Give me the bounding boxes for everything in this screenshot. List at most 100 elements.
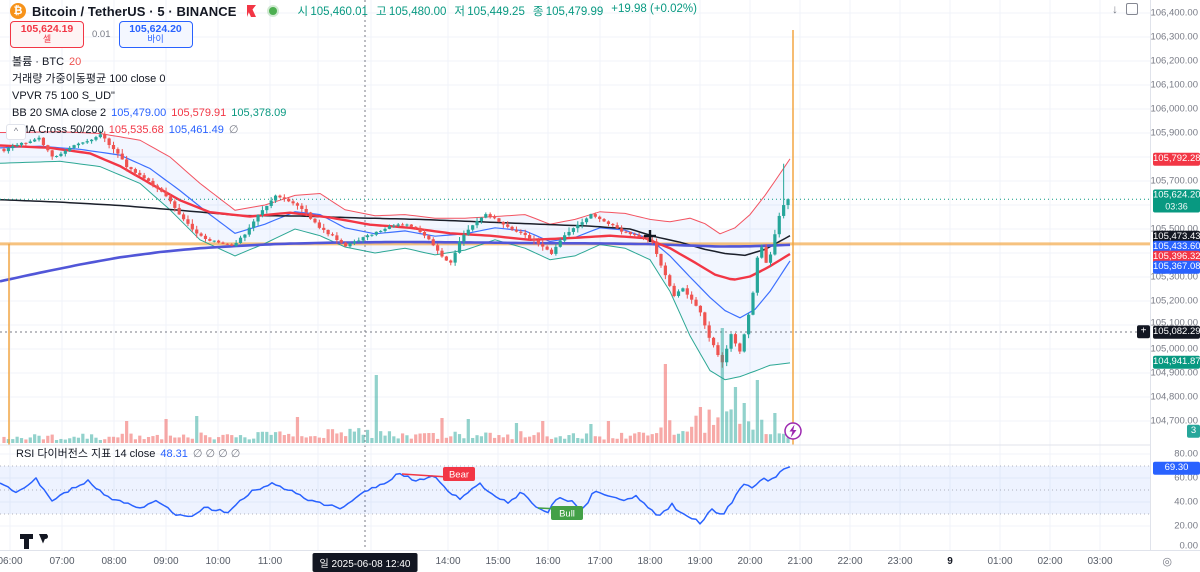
- ohlc-item: 종 105,479.99: [532, 6, 604, 18]
- legend-value: 거래량 가중이동평균 100 close 0: [12, 73, 166, 85]
- price-badge: 105,792.28: [1153, 152, 1200, 166]
- legend-value: 105,579.91: [171, 107, 227, 119]
- price-axis-tick: 105,300.00: [1150, 271, 1198, 283]
- price-badge: 105,396.32: [1153, 250, 1200, 264]
- countdown-timer: 03:36: [1165, 201, 1188, 211]
- price-axis-tick: 105,000.00: [1150, 343, 1198, 355]
- svg-text:Bull: Bull: [559, 509, 575, 520]
- buy-label: 바이: [147, 34, 164, 45]
- legend-row[interactable]: BB 20 SMA close 2 105,479.00 105,579.91 105…: [12, 105, 291, 122]
- price-chart-canvas[interactable]: Bear Bull: [0, 0, 1150, 550]
- spread-value: 0.01: [92, 29, 111, 40]
- flag-icon[interactable]: [246, 5, 257, 17]
- price-badge: 105,082.29 +: [1137, 325, 1200, 339]
- svg-text:Bear: Bear: [449, 470, 469, 481]
- legend-value: 105,479.00: [111, 107, 167, 119]
- chart-header: ₿ Bitcoin / TetherUS · 5 · BINANCE 시 105…: [10, 3, 697, 19]
- price-badge: 105,624.20 03:36: [1153, 189, 1200, 213]
- sell-button[interactable]: 105,624.19 셀: [10, 21, 84, 48]
- axis-settings-icon[interactable]: ◎: [1162, 556, 1172, 568]
- price-axis-tick: 106,400.00: [1150, 7, 1198, 19]
- price-badge: 105,433.60: [1153, 240, 1200, 254]
- ohlc-item: 시 105,460.01: [297, 6, 368, 18]
- price-axis-tick: 105,500.00: [1150, 223, 1198, 235]
- scroll-down-icon[interactable]: ↓: [1112, 2, 1118, 16]
- price-badge: 3: [1187, 424, 1200, 438]
- legend-collapse-caret[interactable]: ^: [6, 124, 26, 140]
- time-axis-tick: 16:00: [535, 556, 561, 567]
- time-axis-tick: 03:00: [1087, 556, 1113, 567]
- legend-value: VPVR 75 100 S_UD": [12, 90, 115, 102]
- price-axis[interactable]: 106,400.00 106,300.00 106,200.00 106,100.00…: [1137, 0, 1200, 552]
- lightning-icon[interactable]: [784, 422, 802, 440]
- price-axis-tick: 105,100.00: [1150, 317, 1198, 329]
- price-axis-tick: 0.00: [1179, 540, 1199, 552]
- time-axis[interactable]: ◎ 06:00 07:00 08:00 09:00 10:00 11:00 14:00 15:…: [0, 550, 1200, 572]
- legend-value: 105,461.49: [168, 124, 224, 136]
- crosshair-time-badge: 일 2025-06-08 12:40: [312, 553, 418, 572]
- price-badge: 105,367.08: [1153, 260, 1200, 274]
- legend-value: RSI 다이버전스 지표 14 close: [16, 448, 156, 460]
- time-axis-tick: 06:00: [0, 556, 23, 567]
- price-axis-tick: 105,700.00: [1150, 175, 1198, 187]
- time-axis-tick: 07:00: [49, 556, 75, 567]
- time-axis-tick: 02:00: [1037, 556, 1063, 567]
- price-axis-tick: 106,300.00: [1150, 31, 1198, 43]
- legend-row[interactable]: RSI 다이버전스 지표 14 close 48.31 ∅ ∅ ∅ ∅: [16, 446, 245, 463]
- legend-value: 48.31: [160, 448, 188, 460]
- grid-lines: [0, 0, 1150, 550]
- buy-price: 105,624.20: [129, 23, 182, 36]
- time-axis-tick: 17:00: [587, 556, 613, 567]
- time-axis-tick: 09:00: [153, 556, 179, 567]
- time-axis-tick: 19:00: [687, 556, 713, 567]
- legend-row[interactable]: EMA Cross 50/200 105,535.68 105,461.49 ∅: [12, 122, 291, 139]
- volume-bars: [2, 328, 790, 443]
- order-buttons: 105,624.19 셀 0.01 105,624.20 바이: [10, 21, 193, 48]
- bb-fill: [0, 131, 790, 380]
- maximize-pane-icon[interactable]: [1126, 3, 1138, 15]
- market-status-dot: [269, 7, 278, 15]
- price-badge: 69.30: [1153, 461, 1200, 475]
- price-axis-tick: 104,900.00: [1150, 367, 1198, 379]
- legend-value: EMA Cross 50/200: [12, 124, 104, 136]
- price-axis-tick: 60.00: [1174, 472, 1198, 484]
- drawing-anchor-cross[interactable]: [644, 230, 656, 242]
- price-axis-tick: 106,100.00: [1150, 79, 1198, 91]
- ohlc-item: 고 105,480.00: [375, 6, 447, 18]
- time-axis-tick: 11:00: [257, 556, 283, 567]
- indicator-legend: 볼륨 · BTC 20 거래량 가중이동평균 100 close 0 VPVR 75 …: [12, 54, 291, 139]
- legend-value: 20: [69, 56, 82, 68]
- price-axis-tick: 20.00: [1174, 520, 1198, 532]
- time-axis-tick: 10:00: [205, 556, 231, 567]
- bull-divergence-marker[interactable]: Bull: [537, 506, 583, 520]
- buy-button[interactable]: 105,624.20 바이: [118, 21, 193, 48]
- legend-row[interactable]: VPVR 75 100 S_UD": [12, 88, 291, 105]
- time-axis-tick: 15:00: [485, 556, 511, 567]
- legend-value: 볼륨 · BTC: [12, 56, 65, 68]
- add-alert-icon[interactable]: +: [1137, 325, 1150, 339]
- sell-price: 105,624.19: [20, 23, 74, 36]
- price-axis-tick: 40.00: [1174, 496, 1198, 508]
- legend-value: ∅ ∅ ∅ ∅: [192, 448, 241, 460]
- legend-row[interactable]: 거래량 가중이동평균 100 close 0: [12, 71, 291, 88]
- price-badge: 105,473.43: [1153, 230, 1200, 244]
- vwma-line: [0, 198, 791, 257]
- price-axis-tick: 105,200.00: [1150, 295, 1198, 307]
- symbol-title[interactable]: Bitcoin / TetherUS · 5 · BINANCE: [32, 3, 237, 19]
- bb-upper-line: [0, 131, 791, 235]
- bb-lower-line: [0, 160, 791, 381]
- rsi-line: [0, 466, 791, 525]
- price-axis-tick: 80.00: [1174, 448, 1198, 460]
- price-axis-tick: 106,200.00: [1150, 55, 1198, 67]
- legend-row[interactable]: 볼륨 · BTC 20: [12, 54, 291, 71]
- rsi-indicator-legend: RSI 다이버전스 지표 14 close 48.31 ∅ ∅ ∅ ∅: [16, 446, 245, 463]
- legend-value: ∅: [228, 124, 239, 136]
- time-axis-tick: 01:00: [987, 556, 1013, 567]
- tradingview-logo[interactable]: [20, 533, 50, 550]
- time-axis-tick: 20:00: [737, 556, 763, 567]
- change-value: +19.98 (+0.02%): [611, 3, 697, 15]
- sell-label: 셀: [42, 34, 52, 45]
- bear-divergence-marker[interactable]: Bear: [401, 467, 475, 481]
- pane-controls: ↓: [1112, 3, 1138, 15]
- time-axis-tick: 9: [947, 556, 953, 567]
